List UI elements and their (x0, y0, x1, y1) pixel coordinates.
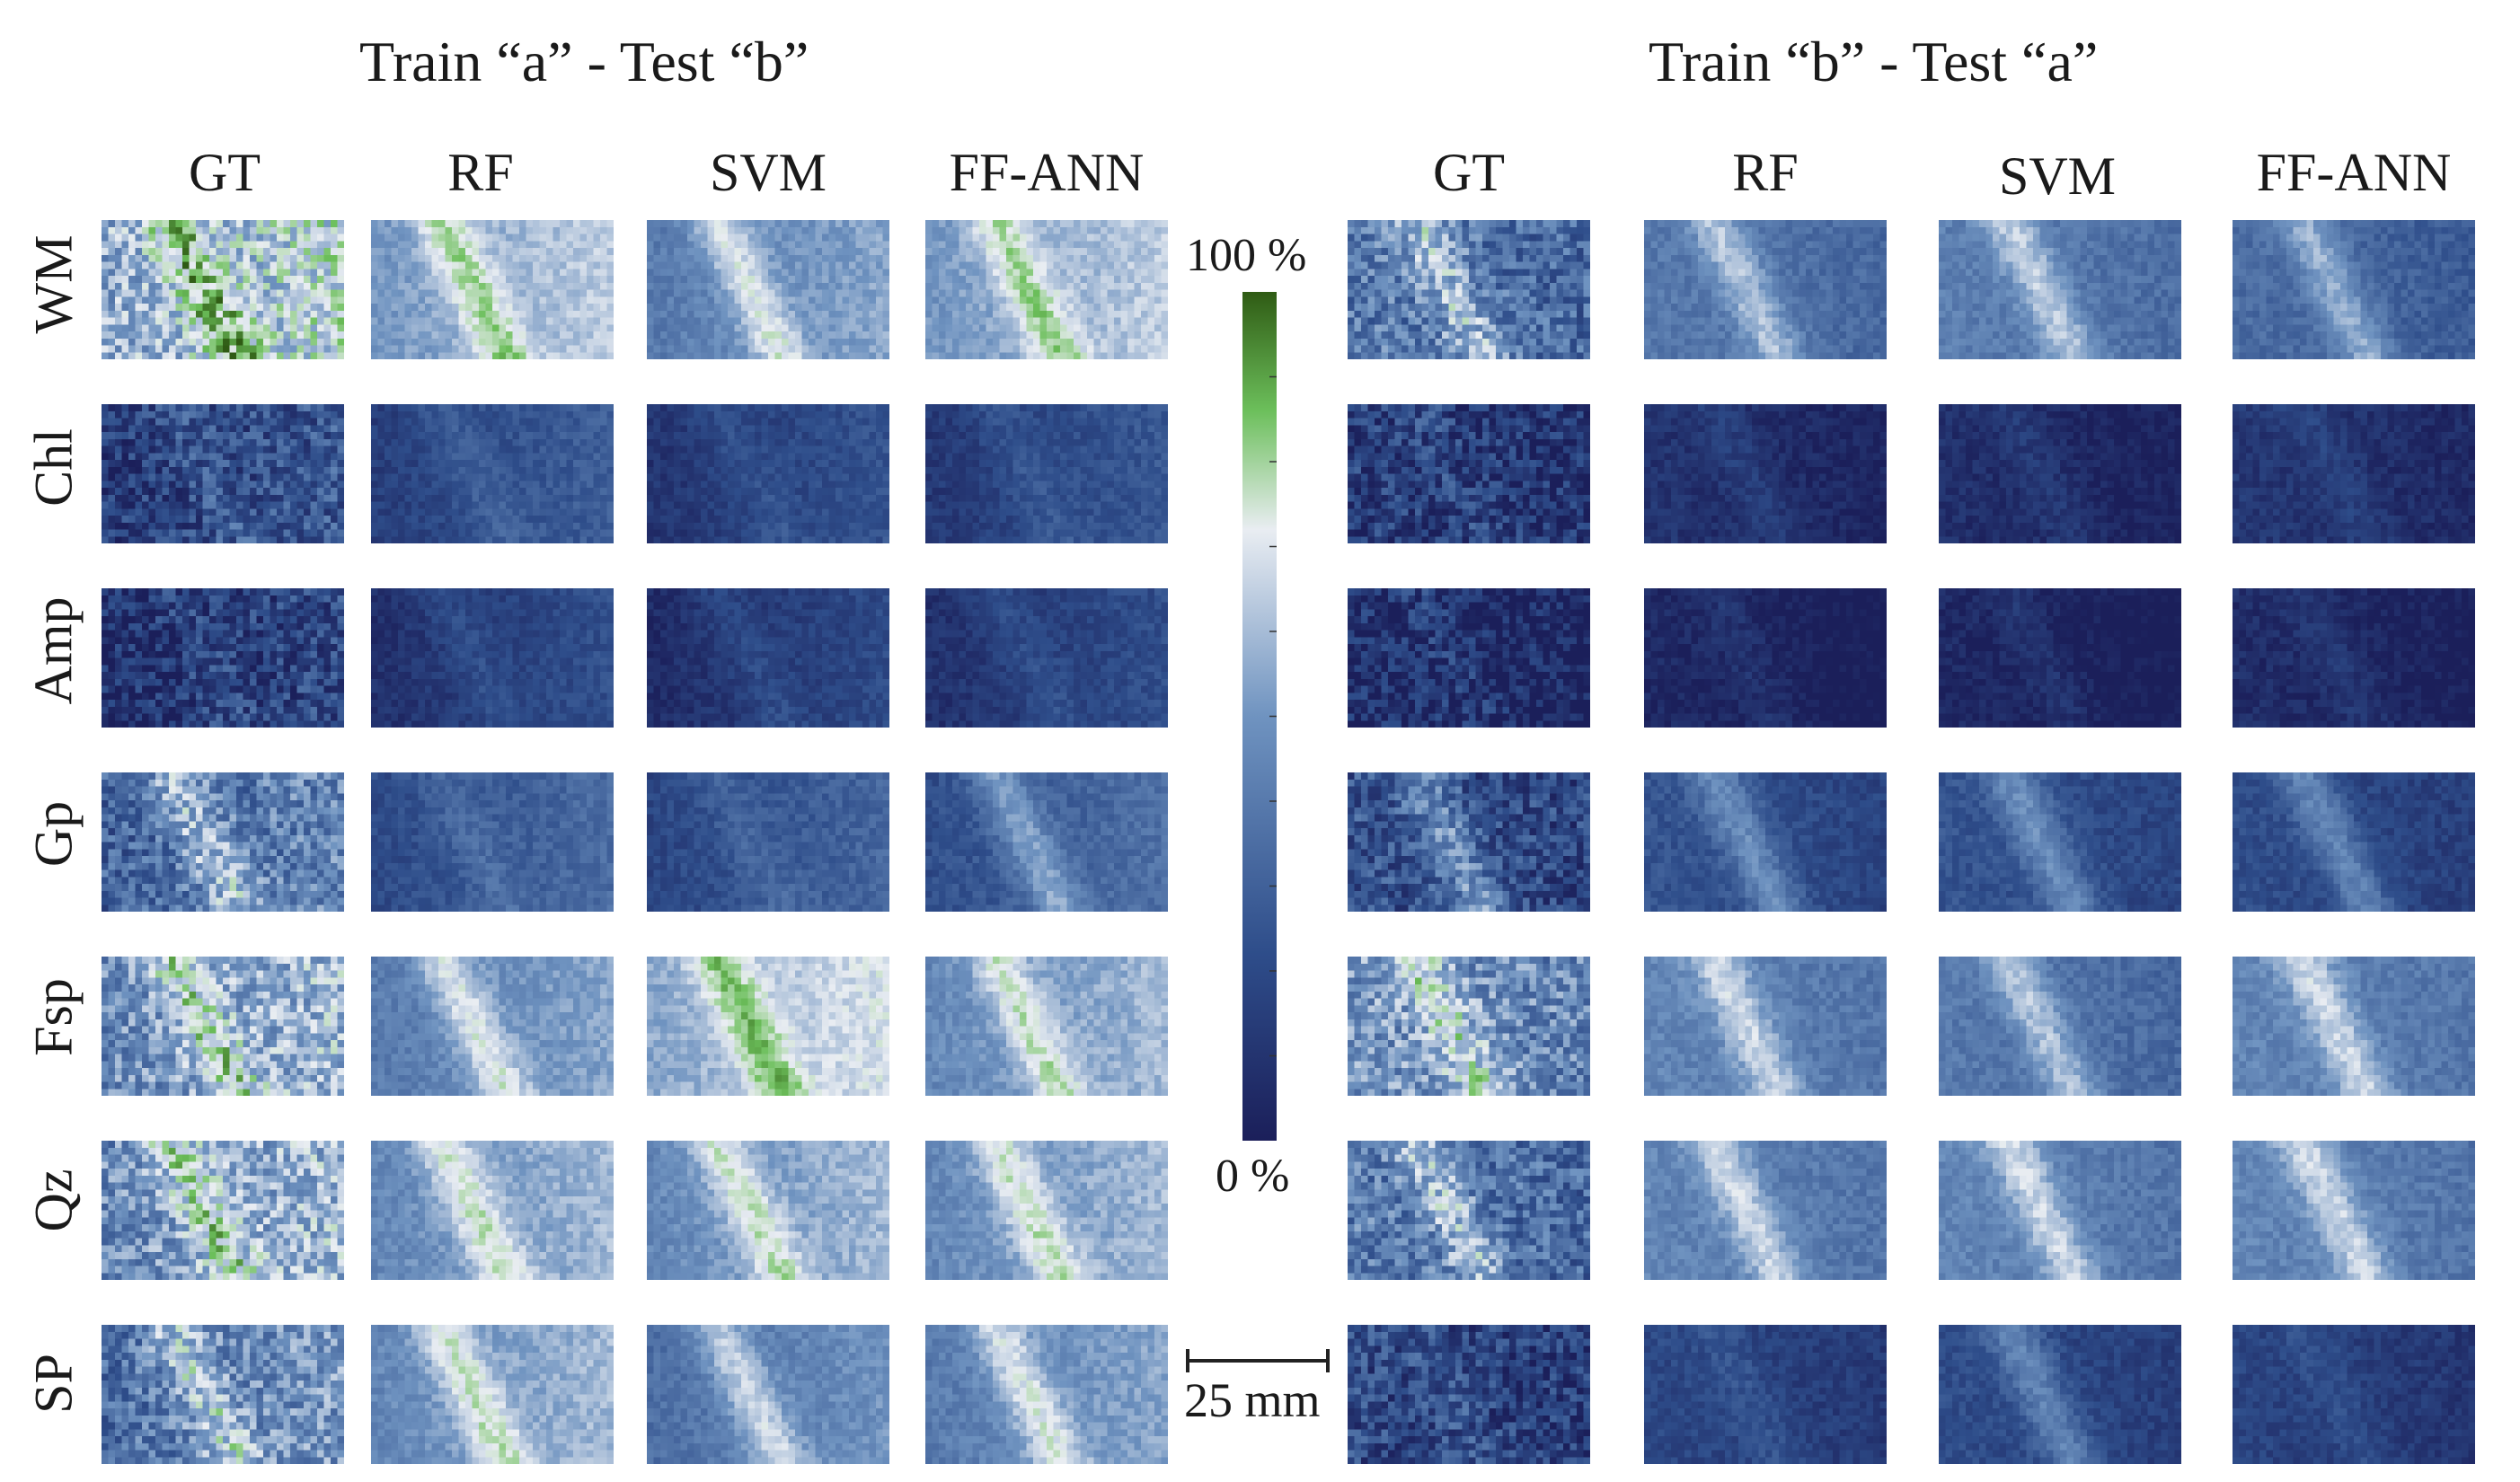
tile-left-wm-ffann (925, 220, 1168, 359)
right-group-title: Train “b” - Test “a” (1649, 29, 2098, 95)
tile-left-chl-rf (371, 404, 614, 543)
right-col-label-ffann: FF-ANN (2228, 142, 2480, 204)
left-group-title: Train “a” - Test “b” (359, 29, 809, 95)
left-col-label-gt: GT (99, 142, 350, 204)
tile-left-fsp-gt (102, 957, 344, 1096)
tile-right-qz-gt (1348, 1141, 1590, 1280)
right-col-label-gt: GT (1343, 142, 1595, 204)
tile-right-fsp-gt (1348, 957, 1590, 1096)
row-label-chl: Chl (23, 414, 85, 522)
row-label-amp: Amp (23, 597, 85, 705)
colorbar-max-label: 100 % (1186, 229, 1306, 282)
tile-left-sp-ffann (925, 1325, 1168, 1464)
left-col-label-svm: SVM (642, 142, 894, 204)
row-label-gp: Gp (23, 781, 85, 888)
tile-left-sp-rf (371, 1325, 614, 1464)
colorbar (1242, 292, 1277, 1141)
tile-right-sp-gt (1348, 1325, 1590, 1464)
tile-left-amp-svm (647, 588, 889, 728)
colorbar-min-label: 0 % (1216, 1150, 1289, 1203)
tile-right-gp-ffann (2233, 772, 2475, 912)
tile-right-gp-gt (1348, 772, 1590, 912)
tile-left-fsp-rf (371, 957, 614, 1096)
tile-right-amp-rf (1644, 588, 1887, 728)
tile-left-amp-ffann (925, 588, 1168, 728)
tile-left-qz-gt (102, 1141, 344, 1280)
tile-left-sp-svm (647, 1325, 889, 1464)
tile-left-fsp-svm (647, 957, 889, 1096)
scale-bar-label: 25 mm (1184, 1372, 1321, 1428)
tile-right-amp-svm (1939, 588, 2181, 728)
row-label-fsp: Fsp (23, 964, 85, 1072)
tile-right-fsp-svm (1939, 957, 2181, 1096)
row-label-sp: SP (23, 1330, 85, 1438)
tile-right-fsp-rf (1644, 957, 1887, 1096)
left-col-label-rf: RF (355, 142, 606, 204)
tile-right-chl-ffann (2233, 404, 2475, 543)
tile-left-chl-gt (102, 404, 344, 543)
tile-right-gp-svm (1939, 772, 2181, 912)
tile-right-chl-rf (1644, 404, 1887, 543)
row-label-qz: Qz (23, 1147, 85, 1255)
tile-right-chl-svm (1939, 404, 2181, 543)
tile-right-wm-gt (1348, 220, 1590, 359)
tile-right-qz-rf (1644, 1141, 1887, 1280)
tile-left-wm-rf (371, 220, 614, 359)
tile-left-qz-svm (647, 1141, 889, 1280)
tile-right-amp-ffann (2233, 588, 2475, 728)
tile-right-wm-rf (1644, 220, 1887, 359)
right-col-label-svm: SVM (1932, 146, 2183, 207)
row-label-wm: WM (23, 231, 85, 339)
tile-right-sp-rf (1644, 1325, 1887, 1464)
tile-left-chl-ffann (925, 404, 1168, 543)
tile-right-sp-ffann (2233, 1325, 2475, 1464)
left-col-label-ffann: FF-ANN (921, 142, 1172, 204)
tile-right-gp-rf (1644, 772, 1887, 912)
tile-left-gp-gt (102, 772, 344, 912)
tile-left-chl-svm (647, 404, 889, 543)
right-col-label-rf: RF (1640, 142, 1891, 204)
tile-right-amp-gt (1348, 588, 1590, 728)
scale-bar (1186, 1347, 1330, 1374)
tile-left-amp-gt (102, 588, 344, 728)
tile-left-gp-svm (647, 772, 889, 912)
tile-right-wm-ffann (2233, 220, 2475, 359)
tile-left-qz-rf (371, 1141, 614, 1280)
tile-right-sp-svm (1939, 1325, 2181, 1464)
tile-right-fsp-ffann (2233, 957, 2475, 1096)
tile-left-fsp-ffann (925, 957, 1168, 1096)
tile-left-qz-ffann (925, 1141, 1168, 1280)
tile-right-qz-svm (1939, 1141, 2181, 1280)
tile-left-wm-svm (647, 220, 889, 359)
tile-right-qz-ffann (2233, 1141, 2475, 1280)
tile-left-wm-gt (102, 220, 344, 359)
tile-left-amp-rf (371, 588, 614, 728)
tile-left-gp-ffann (925, 772, 1168, 912)
tile-right-chl-gt (1348, 404, 1590, 543)
tile-left-gp-rf (371, 772, 614, 912)
tile-right-wm-svm (1939, 220, 2181, 359)
tile-left-sp-gt (102, 1325, 344, 1464)
